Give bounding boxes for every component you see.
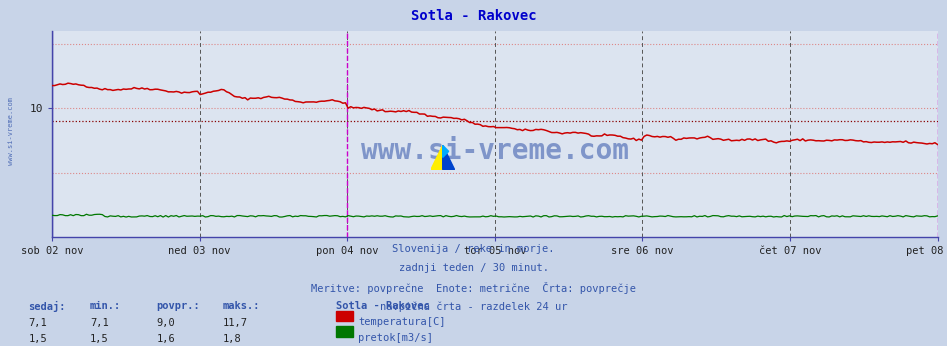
- Text: Sotla - Rakovec: Sotla - Rakovec: [411, 9, 536, 22]
- Text: navpična črta - razdelek 24 ur: navpična črta - razdelek 24 ur: [380, 301, 567, 311]
- Text: temperatura[C]: temperatura[C]: [358, 317, 445, 327]
- Text: Meritve: povprečne  Enote: metrične  Črta: povprečje: Meritve: povprečne Enote: metrične Črta:…: [311, 282, 636, 294]
- Text: pretok[m3/s]: pretok[m3/s]: [358, 333, 433, 343]
- Text: zadnji teden / 30 minut.: zadnji teden / 30 minut.: [399, 263, 548, 273]
- Text: sedaj:: sedaj:: [28, 301, 66, 312]
- Text: 1,6: 1,6: [156, 334, 175, 344]
- Polygon shape: [431, 145, 443, 170]
- Polygon shape: [443, 145, 455, 170]
- Text: 1,5: 1,5: [28, 334, 47, 344]
- Text: www.si-vreme.com: www.si-vreme.com: [9, 98, 14, 165]
- Text: Slovenija / reke in morje.: Slovenija / reke in morje.: [392, 244, 555, 254]
- Text: povpr.:: povpr.:: [156, 301, 200, 311]
- Text: 9,0: 9,0: [156, 318, 175, 328]
- Text: 1,5: 1,5: [90, 334, 109, 344]
- Text: maks.:: maks.:: [223, 301, 260, 311]
- Text: 1,8: 1,8: [223, 334, 241, 344]
- Text: 7,1: 7,1: [90, 318, 109, 328]
- Text: Sotla - Rakovec: Sotla - Rakovec: [336, 301, 430, 311]
- Text: min.:: min.:: [90, 301, 121, 311]
- Polygon shape: [443, 145, 449, 157]
- Text: 11,7: 11,7: [223, 318, 247, 328]
- Text: www.si-vreme.com: www.si-vreme.com: [361, 137, 629, 165]
- Text: 7,1: 7,1: [28, 318, 47, 328]
